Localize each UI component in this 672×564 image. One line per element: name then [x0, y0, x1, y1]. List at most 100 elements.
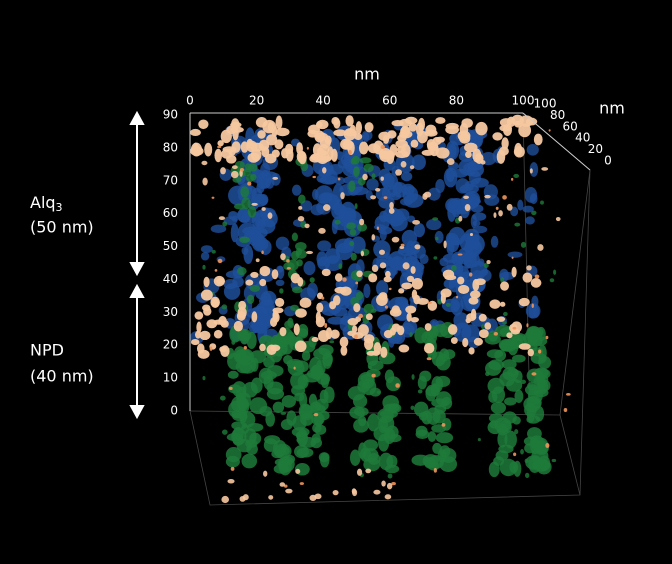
blob — [231, 165, 238, 170]
blob — [398, 288, 405, 294]
blob — [241, 453, 258, 469]
blob — [233, 203, 246, 210]
blob — [426, 357, 432, 361]
blob — [406, 275, 415, 283]
blob — [373, 224, 386, 231]
blob — [371, 264, 379, 273]
blob — [484, 194, 491, 199]
blob — [524, 458, 529, 464]
blob — [355, 291, 364, 301]
blob — [400, 243, 405, 247]
blob — [356, 468, 363, 476]
blob — [500, 281, 510, 291]
blob — [439, 445, 451, 458]
blob — [401, 282, 413, 290]
blob — [296, 259, 303, 267]
blob — [526, 265, 532, 271]
blob — [217, 258, 223, 264]
blob — [497, 430, 508, 448]
blob — [338, 263, 343, 270]
blob — [537, 244, 544, 251]
blob — [405, 305, 417, 314]
blob — [376, 294, 388, 306]
blob — [408, 122, 417, 132]
z-tick-label: 20 — [163, 338, 178, 352]
blob — [371, 173, 376, 180]
blob — [448, 226, 466, 246]
blob — [379, 228, 387, 241]
blob — [526, 323, 529, 328]
blob — [306, 146, 309, 150]
blob — [316, 302, 324, 313]
blob — [329, 198, 342, 208]
depth-tick-label: 20 — [588, 142, 603, 156]
blob — [520, 379, 527, 384]
blob — [412, 219, 420, 225]
blob — [443, 167, 458, 188]
blob — [322, 167, 327, 174]
blob — [399, 245, 405, 250]
blob — [529, 168, 533, 174]
layer-thickness: (50 nm) — [30, 218, 94, 237]
blob — [325, 327, 333, 340]
blob — [478, 313, 487, 322]
blob — [231, 215, 239, 222]
blob — [333, 295, 341, 306]
blob — [334, 286, 347, 294]
blob — [496, 316, 506, 322]
blob — [519, 115, 534, 127]
blob — [383, 427, 396, 445]
blob — [255, 218, 267, 229]
depth-tick-label: 60 — [563, 119, 578, 133]
blob — [485, 371, 490, 377]
blob — [512, 354, 526, 363]
blob — [279, 482, 286, 487]
blob — [211, 298, 220, 308]
blob — [427, 301, 432, 304]
blob — [363, 163, 374, 173]
blob — [458, 284, 470, 294]
z-tick-label: 30 — [163, 305, 178, 319]
blob — [351, 488, 357, 495]
blob — [354, 334, 358, 339]
blob — [230, 170, 239, 179]
blob — [255, 258, 260, 263]
blob — [524, 186, 538, 203]
blob — [200, 245, 213, 254]
blob — [401, 171, 413, 182]
blob — [267, 212, 273, 219]
blob — [506, 203, 513, 211]
blob — [511, 266, 517, 278]
blob — [399, 197, 413, 206]
blob — [472, 148, 482, 163]
reconstruction — [189, 114, 571, 504]
blob — [464, 204, 471, 212]
blob — [451, 264, 457, 271]
blob — [423, 342, 435, 354]
blob — [499, 124, 512, 132]
x-tick-label: 0 — [186, 94, 194, 108]
blob — [192, 142, 199, 155]
blob — [235, 354, 251, 363]
z-tick-label: 80 — [163, 140, 178, 154]
blob — [500, 277, 505, 283]
blob — [232, 381, 247, 398]
blob — [493, 212, 497, 218]
blob — [352, 394, 368, 408]
blob — [301, 350, 311, 361]
blob — [249, 285, 261, 292]
blob — [337, 177, 341, 181]
blob — [427, 187, 441, 201]
depth-tick-label: 0 — [604, 154, 612, 168]
blob — [486, 260, 491, 265]
blob — [239, 236, 250, 244]
blob — [281, 148, 289, 159]
blob — [349, 229, 357, 236]
blob — [477, 258, 485, 267]
blob — [312, 189, 319, 200]
blob — [524, 472, 530, 478]
blob — [376, 226, 380, 231]
blob — [387, 473, 393, 479]
blob — [483, 262, 489, 268]
blob — [410, 317, 419, 323]
